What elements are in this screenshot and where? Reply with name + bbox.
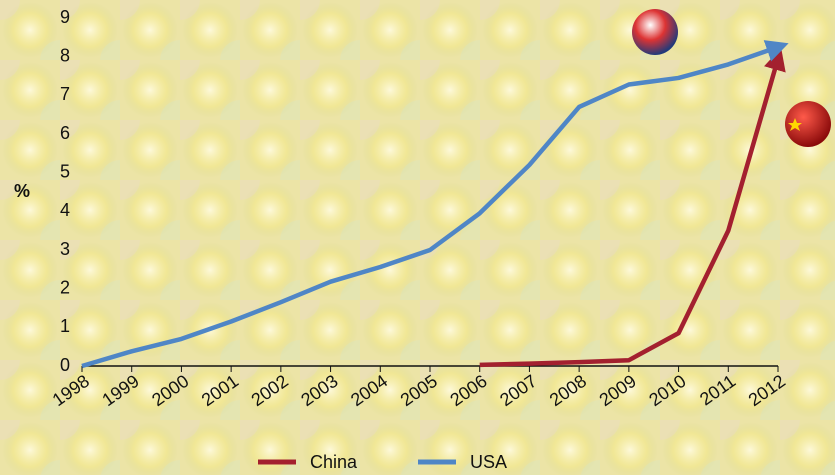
- y-tick-label: 2: [60, 277, 70, 297]
- y-tick-label: 0: [60, 355, 70, 375]
- y-tick-label: 3: [60, 239, 70, 259]
- legend-label: USA: [470, 452, 507, 472]
- flag-star: [788, 118, 802, 131]
- legend-label: China: [310, 452, 358, 472]
- y-axis-label: %: [14, 181, 30, 201]
- y-tick-label: 4: [60, 200, 70, 220]
- y-tick-label: 5: [60, 161, 70, 181]
- y-tick-label: 6: [60, 123, 70, 143]
- y-tick-label: 8: [60, 45, 70, 65]
- usa-flag-icon: [632, 9, 678, 55]
- y-tick-label: 7: [60, 84, 70, 104]
- data-line: [479, 47, 786, 368]
- data-line: [81, 40, 789, 369]
- y-tick-label: 9: [60, 7, 70, 27]
- y-tick-label: 1: [60, 316, 70, 336]
- china-flag-icon: [785, 101, 831, 147]
